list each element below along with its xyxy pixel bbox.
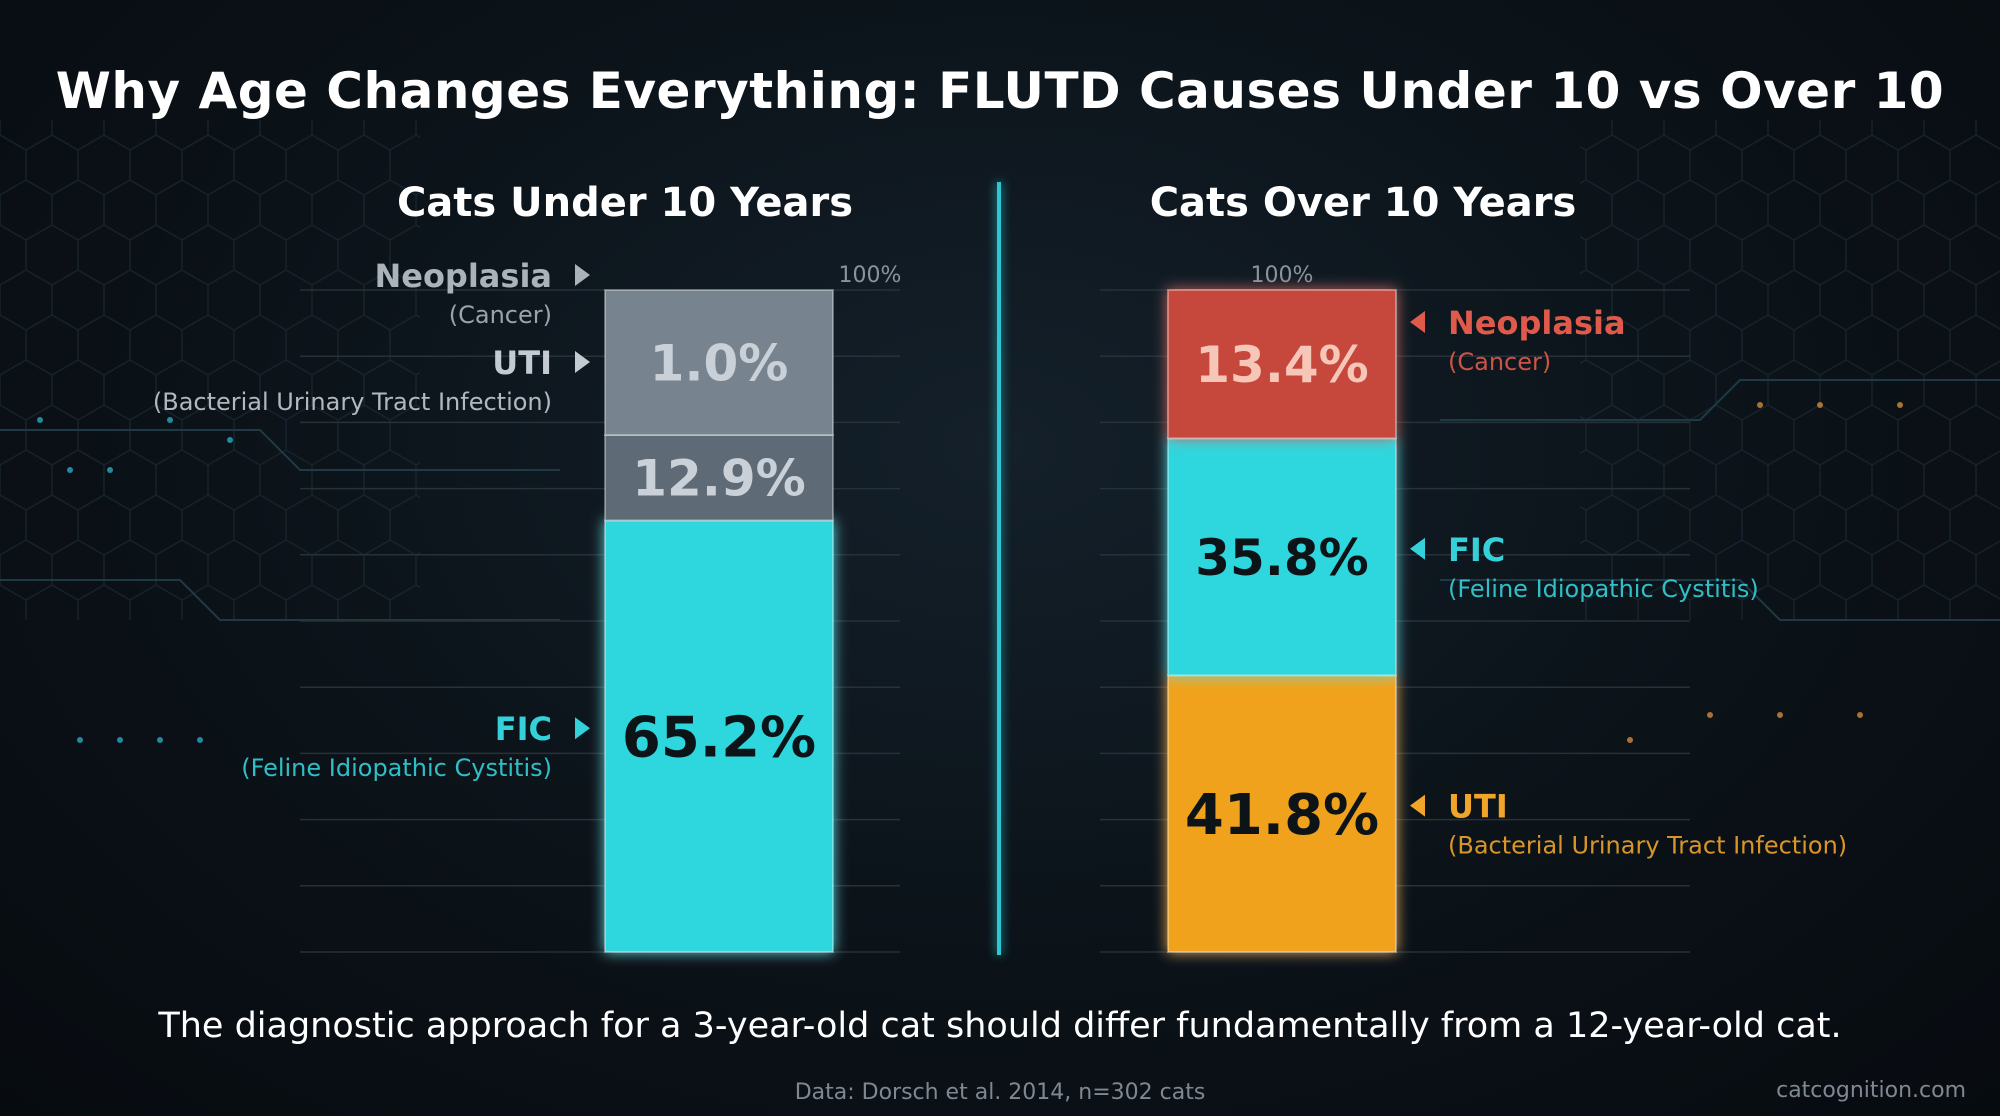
left-panel-title: Cats Under 10 Years — [396, 180, 854, 226]
right-panel-title: Cats Over 10 Years — [1149, 180, 1577, 226]
right-bar-uti — [1167, 674, 1397, 953]
left-arrow-fic — [575, 717, 590, 740]
left-value-neoplasia: 1.0% — [650, 334, 789, 392]
left-bar-uti — [604, 433, 834, 522]
right-arrow-neoplasia — [1410, 311, 1425, 333]
right-value-uti: 41.8% — [1185, 783, 1379, 848]
right-arrow-uti — [1410, 794, 1425, 817]
left-top-label: 100% — [839, 263, 902, 288]
right-bar-neoplasia — [1167, 289, 1397, 440]
left-sublabel-uti: (Bacterial Urinary Tract Infection) — [153, 388, 552, 416]
right-sublabel-fic: (Feline Idiopathic Cystitis) — [1448, 575, 1759, 603]
site-watermark: catcognition.com — [1776, 1078, 1966, 1103]
left-value-fic: 65.2% — [622, 705, 816, 770]
left-sublabel-neoplasia: (Cancer) — [449, 301, 552, 329]
panel-divider — [997, 182, 1001, 955]
right-sublabel-neoplasia: (Cancer) — [1448, 348, 1551, 376]
right-sublabel-uti: (Bacterial Urinary Tract Infection) — [1448, 832, 1847, 860]
left-label-fic: FIC — [495, 710, 552, 748]
left-value-uti: 12.9% — [632, 450, 805, 508]
left-arrow-uti — [575, 351, 590, 373]
right-label-neoplasia: Neoplasia — [1448, 304, 1626, 342]
right-label-fic: FIC — [1448, 531, 1505, 569]
right-arrow-fic — [1410, 537, 1425, 560]
takeaway-text: The diagnostic approach for a 3-year-old… — [158, 1006, 1842, 1046]
chart-title: Why Age Changes Everything: FLUTD Causes… — [55, 62, 1945, 120]
left-label-neoplasia: Neoplasia — [374, 257, 552, 295]
left-sublabel-fic: (Feline Idiopathic Cystitis) — [241, 754, 552, 782]
left-label-uti: UTI — [492, 344, 552, 382]
right-top-label: 100% — [1251, 263, 1314, 288]
left-bar-fic — [604, 519, 834, 953]
right-label-uti: UTI — [1448, 788, 1508, 826]
left-arrow-neoplasia — [575, 264, 590, 286]
right-bar-fic — [1167, 437, 1397, 677]
right-value-fic: 35.8% — [1195, 529, 1368, 587]
left-bar-neoplasia — [604, 289, 834, 436]
source-note: Data: Dorsch et al. 2014, n=302 cats — [794, 1080, 1206, 1105]
right-value-neoplasia: 13.4% — [1195, 336, 1368, 394]
